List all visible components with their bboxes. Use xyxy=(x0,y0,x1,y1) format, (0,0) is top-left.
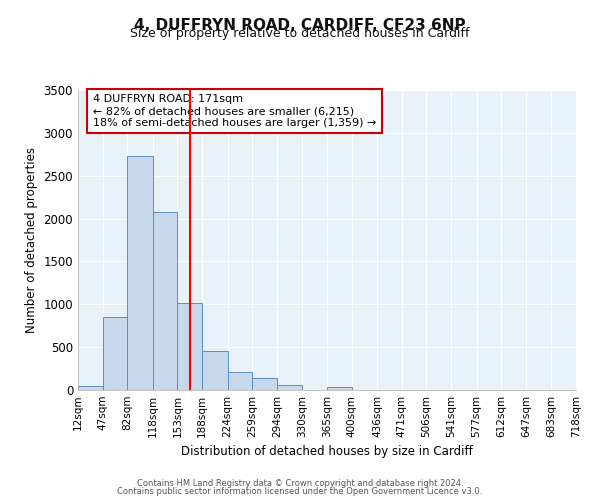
Text: Size of property relative to detached houses in Cardiff: Size of property relative to detached ho… xyxy=(130,28,470,40)
Bar xyxy=(202,351,227,390)
Bar xyxy=(78,386,103,390)
X-axis label: Distribution of detached houses by size in Cardiff: Distribution of detached houses by size … xyxy=(181,446,473,458)
Bar xyxy=(277,386,302,390)
Bar xyxy=(153,212,178,390)
Bar xyxy=(252,378,277,390)
Y-axis label: Number of detached properties: Number of detached properties xyxy=(25,147,38,333)
Text: Contains HM Land Registry data © Crown copyright and database right 2024.: Contains HM Land Registry data © Crown c… xyxy=(137,478,463,488)
Bar xyxy=(127,156,153,390)
Bar xyxy=(103,317,127,390)
Bar xyxy=(178,304,202,390)
Text: 4 DUFFRYN ROAD: 171sqm
← 82% of detached houses are smaller (6,215)
18% of semi-: 4 DUFFRYN ROAD: 171sqm ← 82% of detached… xyxy=(93,94,376,128)
Text: Contains public sector information licensed under the Open Government Licence v3: Contains public sector information licen… xyxy=(118,487,482,496)
Text: 4, DUFFRYN ROAD, CARDIFF, CF23 6NP: 4, DUFFRYN ROAD, CARDIFF, CF23 6NP xyxy=(134,18,466,32)
Bar xyxy=(227,372,252,390)
Bar xyxy=(327,388,352,390)
